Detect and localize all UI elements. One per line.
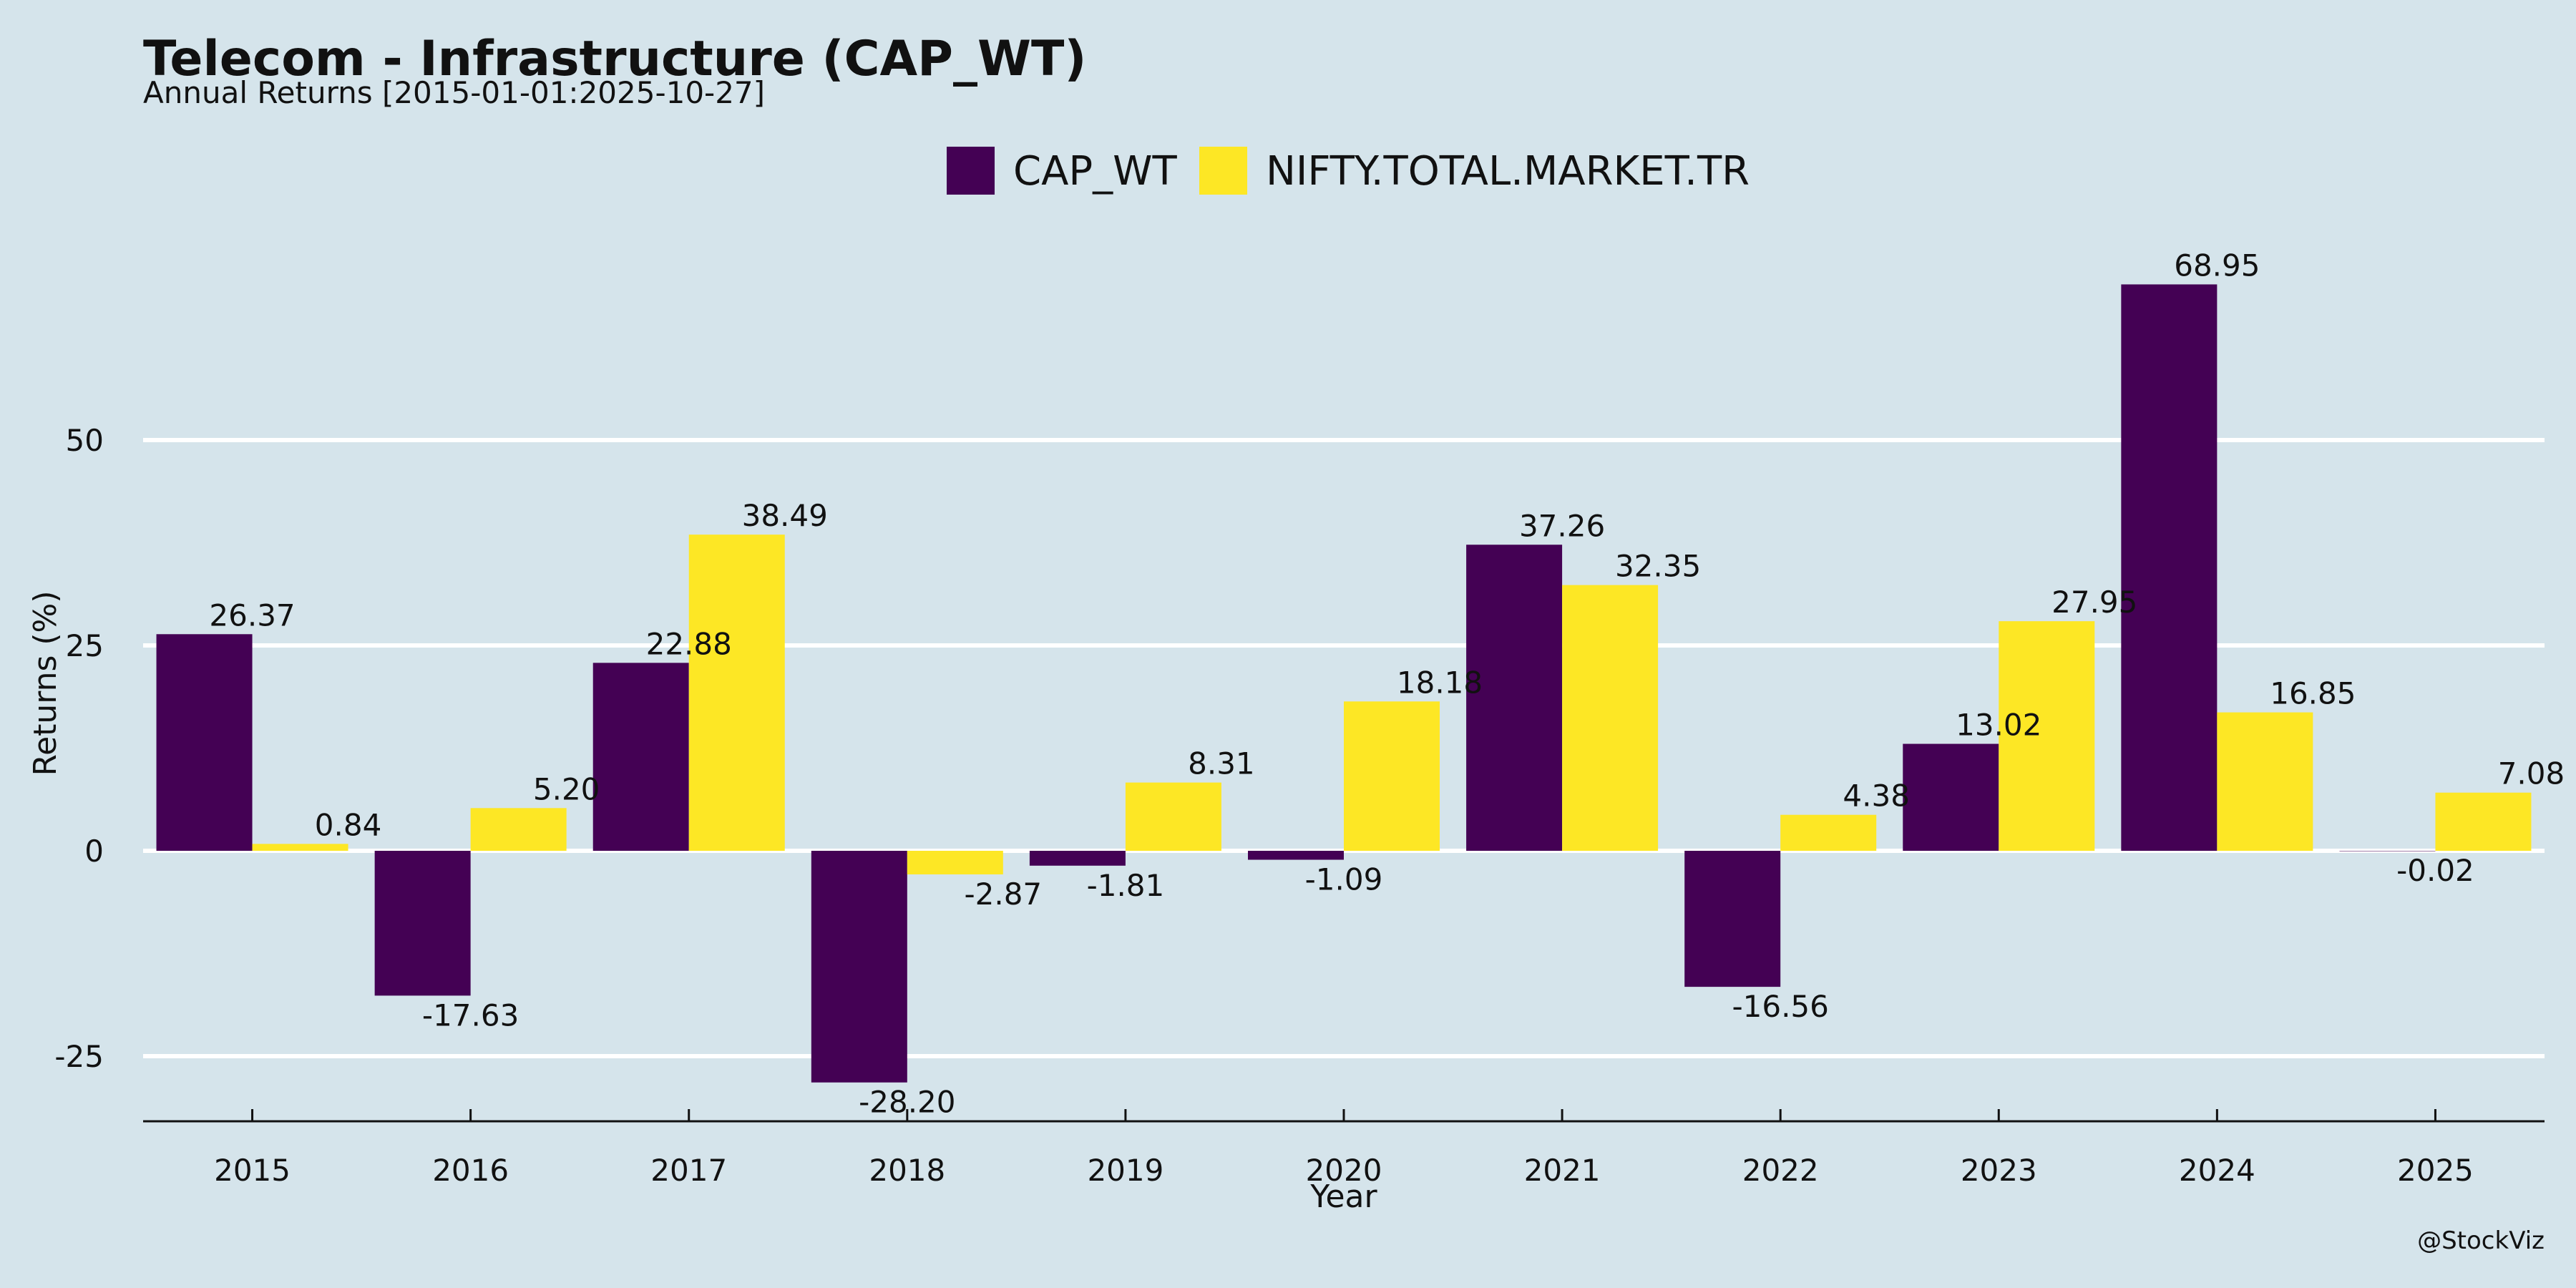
legend: CAP_WT NIFTY.TOTAL.MARKET.TR — [947, 147, 1750, 195]
x-tick-label: 2017 — [650, 1153, 727, 1188]
bar-nifty-2021 — [1562, 585, 1659, 851]
data-label: -1.81 — [1087, 868, 1165, 903]
bar-cap-wt-2015 — [156, 634, 253, 851]
data-label: 22.88 — [646, 626, 732, 661]
x-tick-label: 2023 — [1961, 1153, 2037, 1188]
bar-cap-wt-2023 — [1903, 743, 1999, 851]
data-label: -2.87 — [964, 877, 1042, 912]
chart-title: Telecom - Infrastructure (CAP_WT) — [143, 31, 1086, 87]
x-tick-label: 2019 — [1087, 1153, 1163, 1188]
y-tick-label: 25 — [66, 628, 104, 663]
bar-cap-wt-2022 — [1684, 851, 1781, 987]
bar-nifty-2025 — [2435, 792, 2532, 851]
x-tick-label: 2022 — [1742, 1153, 1819, 1188]
data-label: -16.56 — [1732, 989, 1828, 1024]
data-label: 68.95 — [2174, 248, 2260, 283]
bar-nifty-2023 — [1999, 621, 2095, 851]
y-tick-label: -25 — [54, 1039, 104, 1074]
bar-nifty-2018 — [907, 851, 1003, 874]
data-label: 0.84 — [315, 807, 382, 842]
data-label: -1.09 — [1305, 862, 1383, 897]
bar-nifty-2020 — [1344, 701, 1440, 851]
x-tick-label: 2025 — [2397, 1153, 2474, 1188]
x-tick-label: 2016 — [432, 1153, 509, 1188]
data-label: 18.18 — [1397, 665, 1483, 700]
data-label: 8.31 — [1188, 746, 1255, 781]
x-tick-label: 2024 — [2179, 1153, 2255, 1188]
data-label: 27.95 — [2051, 585, 2137, 620]
data-label: 32.35 — [1615, 549, 1701, 584]
bar-cap-wt-2016 — [374, 851, 471, 996]
x-tick-label: 2020 — [1306, 1153, 1382, 1188]
bar-nifty-2017 — [688, 535, 785, 851]
x-tick-label: 2018 — [869, 1153, 945, 1188]
legend-swatch-nifty — [1199, 147, 1247, 195]
x-tick-label: 2021 — [1524, 1153, 1601, 1188]
data-label: 13.02 — [1956, 708, 2041, 743]
chart-subtitle: Annual Returns [2015-01-01:2025-10-27] — [143, 75, 765, 110]
bar-cap-wt-2020 — [1248, 851, 1344, 860]
x-axis-ticks: 2015 2016 2017 2018 2019 2020 2021 2022 2023 2024… — [214, 1109, 2474, 1188]
data-label: 4.38 — [1843, 779, 1910, 814]
bar-nifty-2024 — [2217, 712, 2313, 851]
legend-label-nifty: NIFTY.TOTAL.MARKET.TR — [1266, 148, 1750, 195]
data-label: -0.02 — [2396, 853, 2474, 888]
bar-cap-wt-2019 — [1029, 851, 1126, 866]
bar-nifty-2016 — [470, 808, 567, 851]
y-tick-label: 50 — [66, 423, 104, 458]
legend-swatch-cap-wt — [947, 147, 995, 195]
bar-nifty-2019 — [1125, 782, 1221, 851]
bar-cap-wt-2021 — [1466, 545, 1563, 851]
bar-nifty-2015 — [252, 844, 348, 851]
y-axis-ticks: -25 0 25 50 — [54, 423, 104, 1074]
y-tick-label: 0 — [84, 834, 104, 869]
x-axis-label: Year — [1309, 1179, 1377, 1215]
x-tick-label: 2015 — [214, 1153, 291, 1188]
bar-cap-wt-2018 — [811, 851, 907, 1083]
data-label: 37.26 — [1519, 508, 1605, 543]
data-labels: 26.370.84-17.635.2022.8838.49-28.20-2.87… — [209, 248, 2565, 1119]
data-label: 5.20 — [533, 771, 600, 806]
legend-label-cap-wt: CAP_WT — [1013, 148, 1178, 195]
credit-text: @StockViz — [2417, 1226, 2545, 1255]
data-label: -17.63 — [422, 997, 519, 1033]
data-label: 26.37 — [209, 597, 295, 633]
data-label: 38.49 — [742, 498, 828, 533]
bar-cap-wt-2017 — [592, 663, 689, 851]
bar-nifty-2022 — [1780, 814, 1877, 851]
data-label: 7.08 — [2498, 756, 2565, 791]
y-axis-label: Returns (%) — [27, 590, 64, 776]
bars — [156, 284, 2532, 1083]
bar-cap-wt-2024 — [2121, 284, 2218, 852]
bar-cap-wt-2025 — [2339, 851, 2436, 852]
data-label: 16.85 — [2270, 676, 2356, 711]
